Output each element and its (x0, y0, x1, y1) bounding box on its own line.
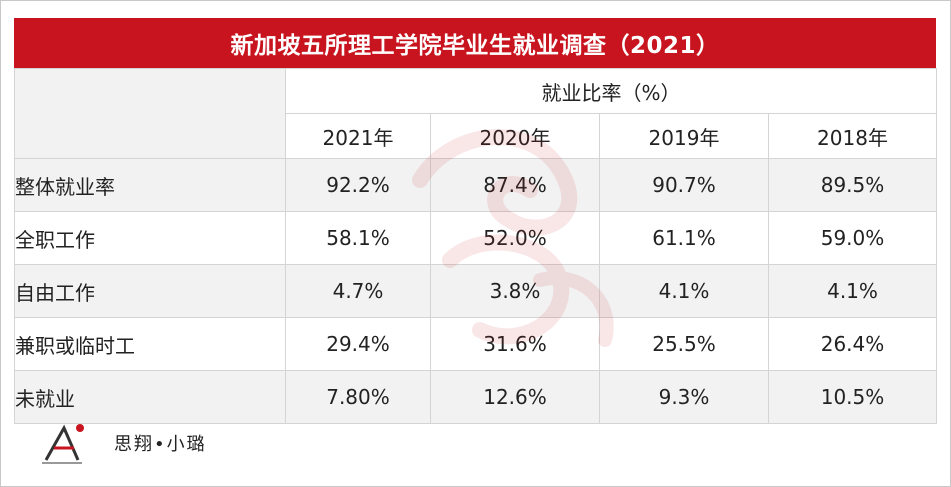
table-corner (14, 68, 286, 159)
cell-value: 4.7% (285, 264, 431, 318)
table-row: 兼职或临时工 29.4% 31.6% 25.5% 26.4% (14, 317, 938, 371)
year-header: 2019年 (599, 113, 769, 159)
cell-value: 89.5% (767, 158, 938, 212)
row-label: 整体就业率 (14, 158, 286, 212)
cell-value: 25.5% (599, 317, 769, 371)
row-label: 未就业 (14, 370, 286, 424)
table-row: 整体就业率 92.2% 87.4% 90.7% 89.5% (14, 158, 938, 212)
footer: 思翔•小璐 (14, 418, 936, 468)
table-row: 未就业 7.80% 12.6% 9.3% 10.5% (14, 370, 938, 424)
cell-value: 4.1% (767, 264, 938, 318)
employment-table: 就业比率（%） 2021年 2020年 2019年 2018年 整体就业率 92… (14, 68, 938, 424)
cell-value: 29.4% (285, 317, 431, 371)
cell-value: 12.6% (430, 370, 600, 424)
row-label: 兼职或临时工 (14, 317, 286, 371)
cell-value: 87.4% (430, 158, 600, 212)
cell-value: 58.1% (285, 211, 431, 265)
cell-value: 52.0% (430, 211, 600, 265)
table-row: 自由工作 4.7% 3.8% 4.1% 4.1% (14, 264, 938, 318)
year-header: 2020年 (430, 113, 600, 159)
year-header: 2021年 (285, 113, 431, 159)
cell-value: 4.1% (599, 264, 769, 318)
row-label: 自由工作 (14, 264, 286, 318)
cell-value: 61.1% (599, 211, 769, 265)
logo-a-icon (34, 420, 94, 466)
year-header: 2018年 (767, 113, 938, 159)
table-title: 新加坡五所理工学院毕业生就业调查（2021） (14, 18, 936, 68)
cell-value: 59.0% (767, 211, 938, 265)
row-label: 全职工作 (14, 211, 286, 265)
cell-value: 10.5% (767, 370, 938, 424)
author-signature: 思翔•小璐 (114, 434, 207, 455)
table-row: 全职工作 58.1% 52.0% 61.1% 59.0% (14, 211, 938, 265)
cell-value: 9.3% (599, 370, 769, 424)
cell-value: 90.7% (599, 158, 769, 212)
cell-value: 3.8% (430, 264, 600, 318)
cell-value: 31.6% (430, 317, 600, 371)
super-header: 就业比率（%） (284, 68, 938, 114)
cell-value: 7.80% (285, 370, 431, 424)
cell-value: 26.4% (767, 317, 938, 371)
cell-value: 92.2% (285, 158, 431, 212)
